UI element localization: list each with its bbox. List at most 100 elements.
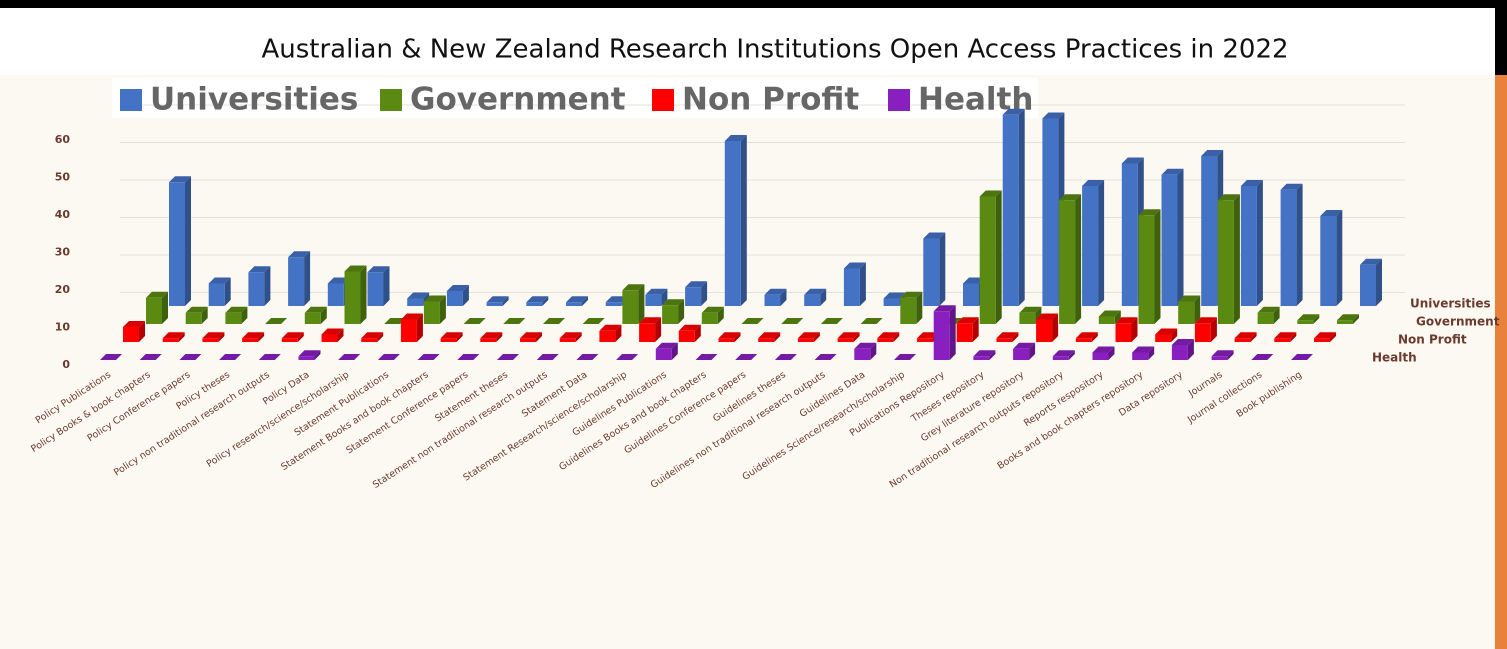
bar-side (734, 332, 741, 342)
bar (645, 294, 662, 306)
bar-top (566, 296, 588, 303)
bar-top (1019, 306, 1042, 313)
bar (764, 294, 781, 306)
bar-top (894, 354, 916, 360)
bar-side (1256, 180, 1263, 306)
bar-side (615, 324, 622, 342)
y-tick-label: 0 (62, 358, 70, 371)
bar (327, 283, 344, 306)
bar (1171, 345, 1188, 360)
bar-side (241, 306, 248, 324)
bar-top (933, 305, 956, 312)
bar-top (543, 318, 565, 324)
bar-side (1154, 209, 1161, 324)
bar-top (480, 332, 503, 339)
bar-side (304, 251, 311, 306)
bar-top (440, 332, 463, 339)
y-tick-label: 50 (55, 171, 71, 184)
bar (559, 338, 576, 342)
bar-side (1018, 108, 1025, 306)
legend-label: Non Profit (682, 82, 859, 118)
bar-side (1227, 350, 1234, 360)
bar (1002, 114, 1019, 306)
bar-top (219, 354, 242, 360)
bar-side (1098, 180, 1105, 306)
bar-top (248, 266, 271, 273)
bar (973, 356, 990, 360)
bar (758, 338, 775, 342)
bar-top (576, 354, 599, 360)
bar-top (1234, 332, 1257, 339)
bar-side (717, 306, 724, 324)
bar (1075, 338, 1092, 342)
bar-top (361, 332, 384, 339)
row-label: Government (1416, 315, 1500, 329)
bar-top (1337, 314, 1359, 321)
y-tick-label: 60 (55, 133, 71, 146)
bar (423, 301, 440, 324)
bar-top (1115, 317, 1138, 324)
bar (963, 283, 979, 306)
bar (1013, 348, 1030, 360)
bar-side (218, 332, 225, 342)
bar-top (616, 354, 639, 360)
bar-side (774, 332, 781, 342)
bar (1082, 186, 1099, 306)
bar-side (297, 332, 304, 342)
bar-top (979, 190, 1002, 197)
bar (599, 330, 616, 342)
bar-side (853, 332, 860, 342)
bar (1052, 356, 1069, 360)
bar-side (740, 135, 747, 306)
bar-top (162, 332, 185, 339)
bar (400, 319, 417, 342)
bar (662, 305, 679, 324)
bar-side (456, 332, 463, 342)
y-tick-label: 20 (55, 283, 71, 296)
bar (446, 291, 463, 306)
bar-top (582, 318, 605, 324)
bar-side (185, 176, 191, 306)
bar-top (1211, 350, 1234, 357)
row-label: Universities (1410, 297, 1491, 311)
bar (146, 297, 162, 324)
bar-top (701, 306, 724, 313)
bar (123, 327, 139, 342)
legend-label: Universities (150, 82, 358, 118)
bar-top (338, 354, 361, 360)
bar-side (178, 332, 185, 342)
bar-top (1052, 350, 1075, 357)
bar-side (813, 332, 820, 342)
bar-top (202, 332, 225, 339)
bar (1115, 323, 1132, 342)
bar-side (671, 342, 678, 360)
bar-top (208, 277, 231, 284)
bar (678, 330, 695, 342)
bar (281, 338, 298, 342)
bar-side (939, 232, 946, 306)
bar-top (724, 135, 747, 141)
bar-top (814, 354, 837, 360)
bar-top (225, 306, 248, 313)
bar-top (639, 317, 662, 324)
bar-top (457, 354, 480, 360)
bar (162, 338, 179, 342)
bar-side (1330, 332, 1336, 342)
bar-side (314, 350, 321, 360)
bar-side (949, 305, 956, 360)
bar (1211, 356, 1228, 360)
bar-side (1075, 194, 1082, 324)
bar-side (1091, 332, 1098, 342)
bar (1092, 352, 1109, 360)
bar-side (678, 299, 685, 324)
bar-top (377, 354, 400, 360)
bar-side (1353, 314, 1359, 324)
bar-top (900, 291, 923, 298)
legend-swatch (652, 89, 674, 111)
bar (718, 338, 735, 342)
bar (407, 298, 424, 306)
bar (605, 302, 622, 306)
bar-top (367, 266, 390, 273)
bar-side (870, 342, 877, 360)
bar (1178, 301, 1195, 324)
